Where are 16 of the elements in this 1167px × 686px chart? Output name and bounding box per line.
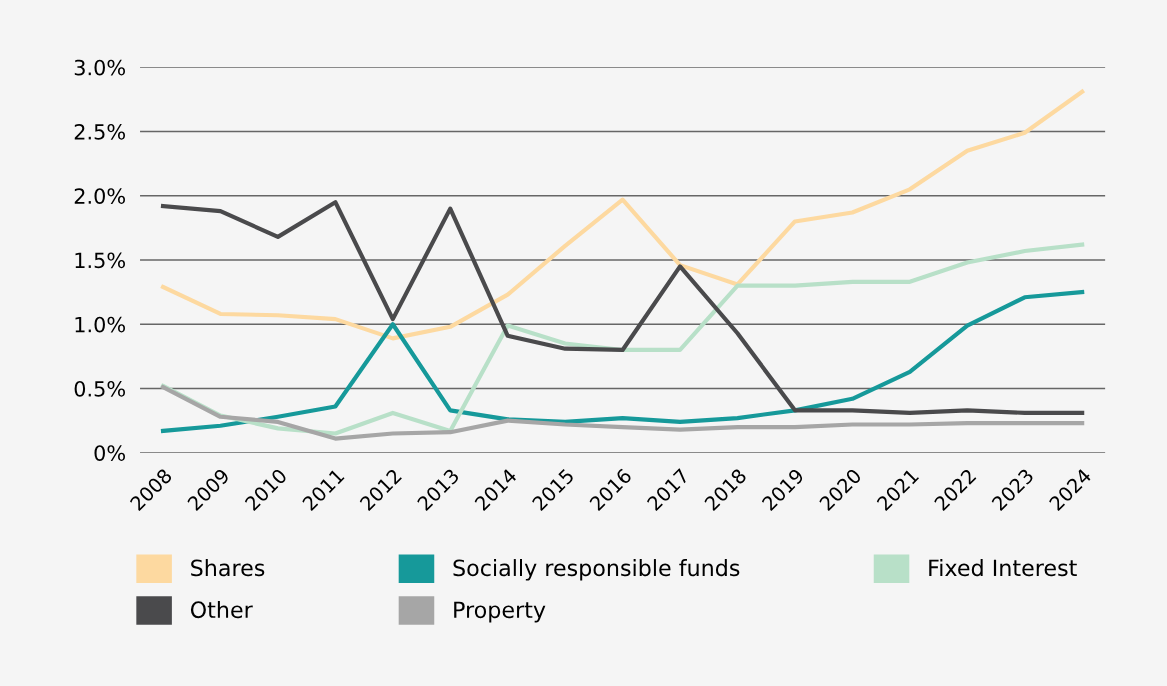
y-tick-label: 2.0% <box>74 188 125 204</box>
line-series <box>160 385 1085 441</box>
legend-label: Other <box>190 600 253 619</box>
y-tick-label: 3.0% <box>74 59 125 76</box>
y-tick-label: 1.5% <box>75 252 125 269</box>
legend-label: Property <box>454 601 546 623</box>
line-series <box>160 89 1085 341</box>
legend-label: Shares <box>191 559 265 577</box>
y-tick-label: 2.5% <box>74 123 125 140</box>
line-series <box>160 200 1085 416</box>
line-series <box>160 290 1085 433</box>
y-tick-label: 0.5% <box>74 380 125 397</box>
legend-label: Socially responsible funds <box>453 559 740 581</box>
legend-label: Fixed Interest <box>929 559 1077 577</box>
y-tick-label: 0% <box>94 445 125 461</box>
y-tick-label: 1.0% <box>75 316 125 333</box>
